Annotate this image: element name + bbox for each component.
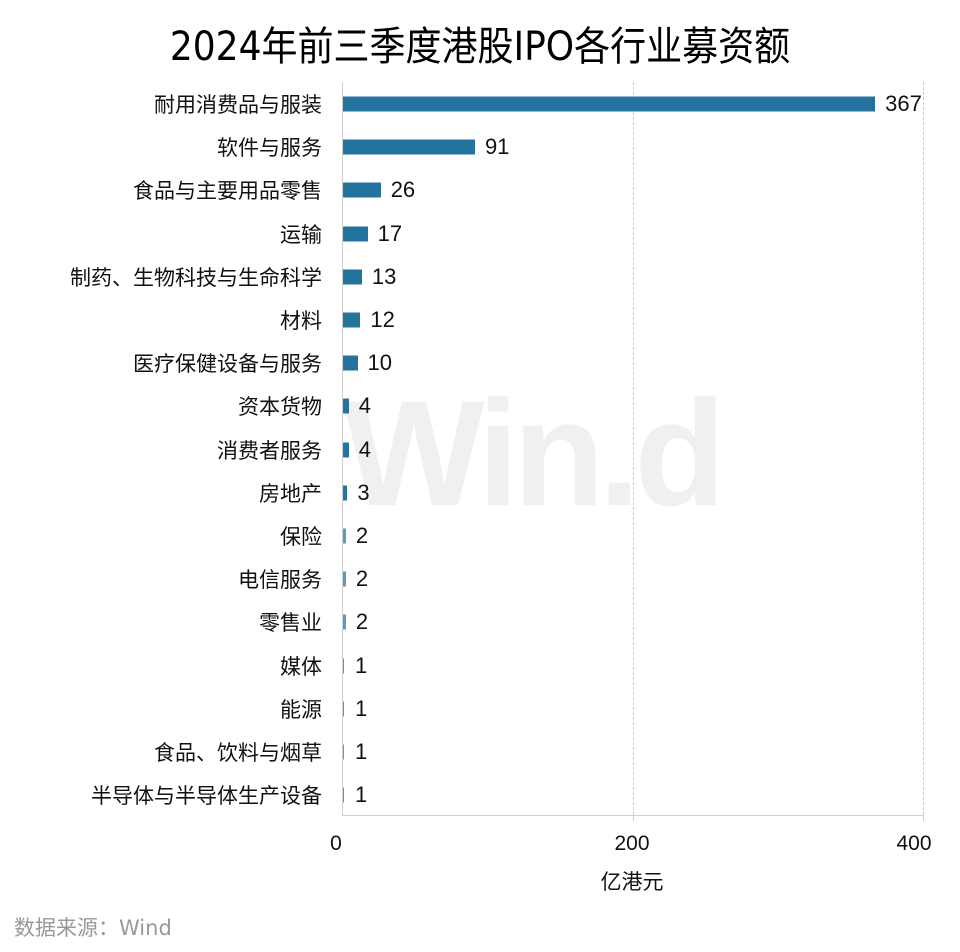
value-label: 1 [355,739,368,764]
category-label: 电信服务 [238,568,322,593]
watermark: Win.d [343,369,726,537]
value-label: 4 [358,393,372,419]
bar [343,182,381,198]
bar [343,96,876,112]
value-label: 10 [367,350,392,376]
category-label: 资本货物 [238,395,322,420]
category-label: 医疗保健设备与服务 [133,352,322,377]
bar [343,485,348,501]
x-tick-400 [923,815,924,821]
gridline-200 [633,82,634,815]
category-label: 能源 [280,697,322,722]
value-label: 1 [355,695,368,721]
category-label: 运输 [280,222,322,247]
bar [343,787,344,803]
value-label: 17 [377,220,403,246]
bar [343,269,362,285]
value-label: 91 [484,134,510,160]
category-label: 软件与服务 [217,136,322,161]
category-label: 半导体与半导体生产设备 [91,784,322,809]
bar [343,312,361,328]
category-label: 耐用消费品与服装 [154,93,322,117]
x-axis-label: 亿港元 [600,870,664,894]
value-label: 3 [357,479,370,505]
bar [343,744,344,760]
category-label: 食品、饮料与烟草 [154,741,322,765]
value-label: 2 [355,609,369,635]
category-label: 食品与主要用品零售 [133,179,322,204]
bar [343,398,349,414]
x-tick-200 [633,815,634,821]
value-label: 4 [358,436,372,462]
bar [343,226,368,242]
value-label: 2 [355,523,369,548]
value-label: 12 [370,307,395,332]
bar [343,658,344,674]
bar [343,442,349,458]
category-label: 零售业 [259,611,322,636]
bar [343,701,344,717]
x-tick-label-200: 200 [614,832,650,855]
value-label: 1 [355,652,368,678]
category-label: 保险 [280,525,322,549]
bar [343,139,475,155]
value-label: 26 [390,177,416,203]
category-label: 制药、生物科技与生命科学 [70,265,322,290]
bar [343,528,346,544]
value-label: 367 [885,91,922,116]
category-label: 消费者服务 [217,438,322,463]
value-label: 1 [355,782,368,808]
plot-area [342,82,924,821]
category-label: 媒体 [280,654,322,679]
bar [343,614,346,630]
value-label: 13 [371,263,397,289]
x-tick-label-0: 0 [330,832,342,855]
bar [343,355,358,371]
x-tick-label-400: 400 [896,832,932,855]
category-label: 房地产 [259,481,322,506]
source-note: 数据来源：Wind [14,916,172,940]
value-label: 2 [355,566,369,592]
gridline-400 [923,82,924,815]
category-label: 材料 [280,309,322,333]
chart-title: 2024年前三季度港股IPO各行业募资额 [169,24,791,70]
bar [343,571,346,587]
